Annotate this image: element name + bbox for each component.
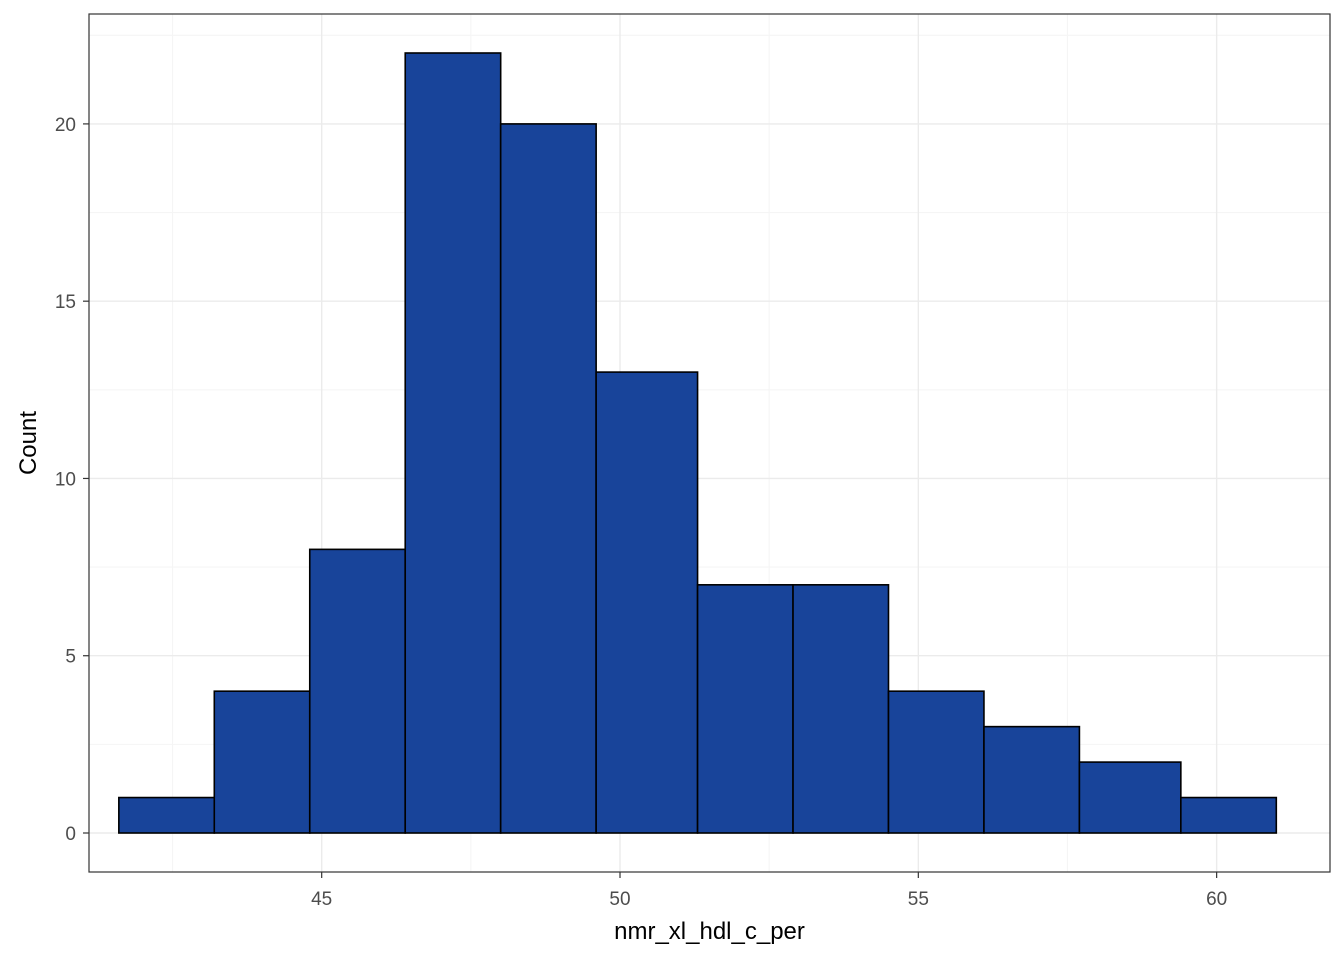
y-tick-label: 15 [55, 292, 76, 313]
histogram-bar [696, 584, 794, 834]
y-axis-title: Count [15, 411, 42, 475]
y-tick-label: 20 [55, 115, 76, 136]
histogram-bar [887, 690, 985, 834]
histogram-bar [792, 584, 890, 834]
histogram-bar [1180, 796, 1278, 834]
histogram-bar [983, 725, 1081, 834]
x-tick-label: 50 [609, 889, 630, 910]
histogram-bar [118, 796, 216, 834]
x-tick-label: 45 [311, 889, 332, 910]
y-tick-label: 5 [65, 647, 76, 668]
y-tick-label: 0 [65, 824, 76, 845]
x-tick-label: 60 [1206, 889, 1227, 910]
histogram-bar [404, 52, 502, 834]
panel-border [88, 13, 1331, 873]
x-axis-title: nmr_xl_hdl_c_per [614, 918, 805, 945]
histogram-bar [1078, 761, 1182, 834]
histogram-bars [118, 52, 1278, 834]
histogram-bar [213, 690, 311, 834]
y-axis: 0 5 10 15 20 [55, 115, 89, 845]
histogram-bar [499, 123, 597, 834]
histogram-bar [308, 548, 407, 834]
x-tick-label: 55 [908, 889, 929, 910]
histogram-bar [595, 371, 699, 834]
x-axis: 45 50 55 60 [311, 872, 1227, 910]
y-tick-label: 10 [55, 469, 76, 490]
